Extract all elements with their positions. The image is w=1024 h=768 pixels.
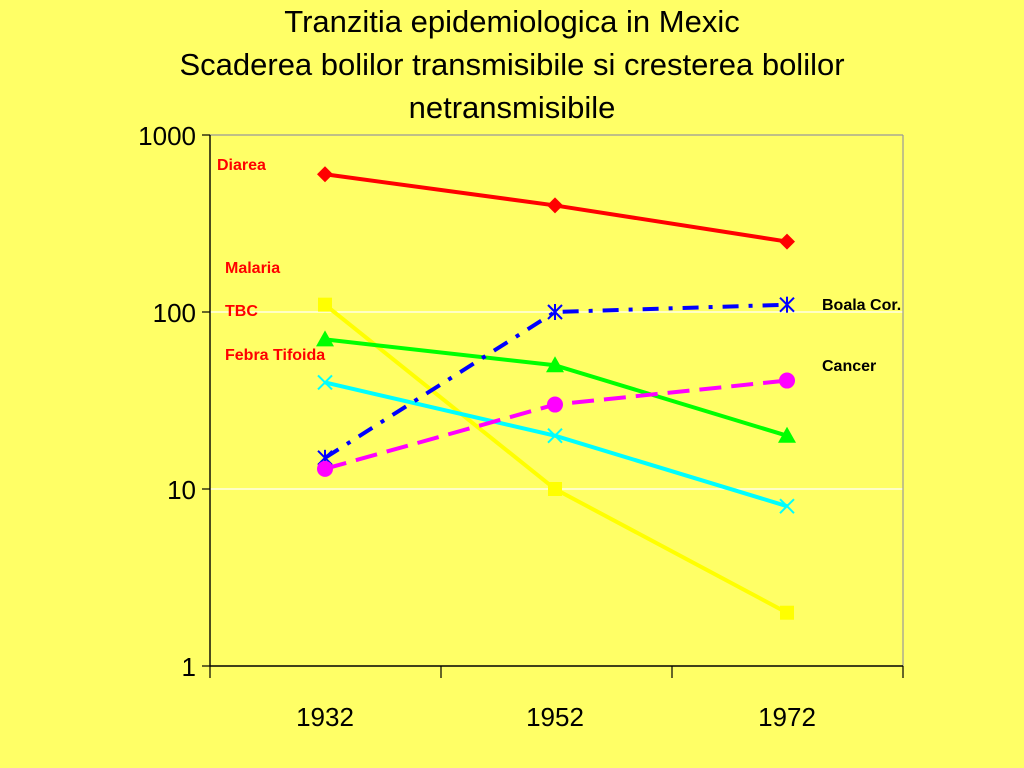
data-point [779,233,795,250]
series-group [316,166,796,620]
series-label: Cancer [822,358,876,375]
y-tick-label: 10 [167,475,196,505]
series-label: Boala Cor. [822,297,901,314]
data-point [316,330,334,347]
data-point [317,460,333,477]
data-point [547,197,563,214]
data-point [779,498,795,514]
x-axis-ticks: 1932 1952 1972 [209,666,904,732]
data-point [779,372,795,389]
series-cancer [317,372,795,477]
chart-title: Tranzitia epidemiologica in Mexic [284,4,740,39]
series-diarea [317,166,795,250]
data-point [317,374,333,391]
chart-title-block: Tranzitia epidemiologica in Mexic Scader… [0,0,1024,129]
series-tbc [316,330,796,443]
data-point [778,426,796,443]
series-label: TBC [225,303,258,320]
series-label: Diarea [217,157,266,174]
series-febra-tifoida [317,374,795,514]
axes [209,134,904,667]
y-axis-ticks: 1 10 100 1000 [138,121,210,682]
x-tick-label: 1952 [526,702,584,732]
data-point [779,296,795,313]
series-line [323,302,788,460]
series-boala-cor- [317,296,795,466]
data-point-stroke [317,374,333,391]
series-label: Febra Tifoida [225,347,325,364]
data-point [780,605,794,620]
series-labels: Diarea Malaria TBC Febra Tifoida Boala Cor. C… [217,157,901,375]
x-tick-label: 1972 [758,702,816,732]
chart-subtitle-line-2: netransmisibile [408,90,616,125]
x-tick-label: 1932 [296,702,354,732]
y-tick-label: 1000 [138,121,196,151]
series-line [323,303,788,615]
data-point-stroke [547,428,563,444]
series-line [324,378,788,471]
data-point-stroke [779,498,795,514]
series-malaria [318,297,794,620]
data-point [547,428,563,444]
data-point [317,166,333,183]
data-point [547,396,563,413]
chart-subtitle-line-1: Scaderea bolilor transmisibile si creste… [179,47,845,82]
data-point [318,297,332,312]
data-point [547,304,563,320]
y-tick-label: 1 [182,652,196,682]
data-point [546,356,564,373]
y-tick-label: 100 [153,298,196,328]
data-point [548,482,562,496]
series-label: Malaria [225,260,280,277]
